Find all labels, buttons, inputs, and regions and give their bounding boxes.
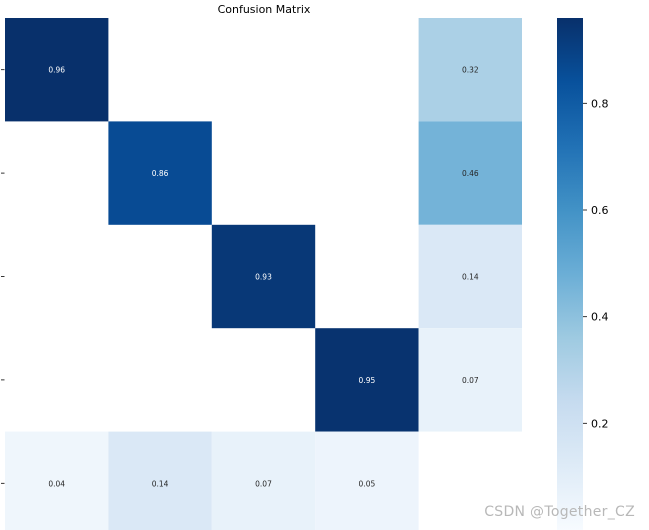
heatmap-cell	[418, 18, 522, 122]
heatmap-cell	[108, 431, 212, 530]
cell-value-label: 0.14	[152, 479, 169, 488]
cell-value-label: 0.04	[48, 479, 65, 488]
chart-title: Confusion Matrix	[218, 3, 311, 16]
heatmap-cell	[5, 431, 109, 530]
heatmap-cell	[211, 431, 316, 530]
colorbar-tick-label: 0.6	[591, 204, 609, 217]
heatmap-cell	[418, 328, 522, 432]
heatmap-cell	[418, 224, 522, 329]
cell-value-label: 0.32	[462, 66, 479, 75]
cell-value-label: 0.96	[48, 66, 65, 75]
cell-value-label: 0.46	[462, 169, 479, 178]
colorbar: 0.2 0.4 0.6 0.8	[557, 18, 609, 530]
cell-value-label: 0.14	[462, 273, 479, 282]
cell-value-label: 0.93	[255, 273, 272, 282]
cell-value-label: 0.05	[359, 479, 376, 488]
colorbar-tick-label: 0.2	[591, 417, 609, 430]
cell-value-label: 0.86	[152, 169, 169, 178]
heatmap-cell	[5, 18, 109, 122]
heatmap-cell	[108, 121, 212, 225]
heatmap-cells: 0.96 0.32 0.86 0.46 0.93 0.14 0.95 0.07 0.04 0.14…	[5, 18, 522, 530]
cell-value-label: 0.95	[359, 376, 376, 385]
colorbar-tick-label: 0.8	[591, 97, 609, 110]
heatmap-cell	[315, 328, 419, 432]
y-axis-ticks	[1, 69, 5, 484]
colorbar-gradient	[557, 18, 583, 530]
heatmap-cell	[315, 431, 419, 530]
heatmap-cell	[418, 121, 522, 225]
colorbar-tick-label: 0.4	[591, 311, 609, 324]
cell-value-label: 0.07	[462, 376, 479, 385]
heatmap-cell	[211, 224, 316, 329]
cell-value-label: 0.07	[255, 479, 272, 488]
colorbar-ticks: 0.2 0.4 0.6 0.8	[583, 97, 609, 430]
watermark-text: CSDN @Together_CZ	[484, 504, 635, 520]
